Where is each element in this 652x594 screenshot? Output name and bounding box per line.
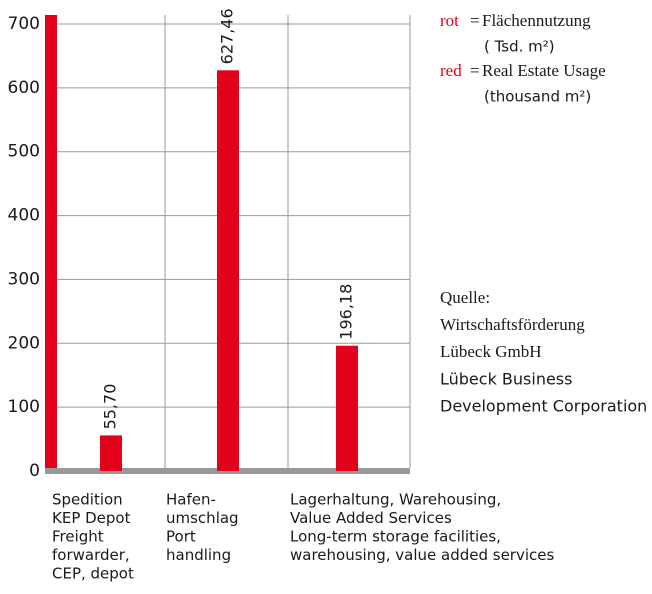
- axis-bar: [45, 15, 57, 470]
- legend-text: Real Estate Usage: [482, 61, 606, 80]
- source-text: Wirtschaftsförderung: [440, 315, 585, 334]
- value-label: 55,70: [101, 384, 120, 430]
- x-tick-label: KEP Depot: [52, 509, 131, 527]
- x-tick-label: Hafen-: [166, 491, 216, 509]
- legend-sep: =: [470, 11, 480, 30]
- source-text: Development Corporation: [440, 397, 647, 416]
- y-tick-label: 500: [8, 142, 40, 162]
- y-tick-label: 600: [8, 78, 40, 98]
- y-tick-label: 100: [8, 397, 40, 417]
- legend-text: ( Tsd. m²): [484, 38, 555, 56]
- value-label: 196,18: [337, 284, 356, 340]
- x-tick-label: Spedition: [52, 491, 123, 509]
- x-tick-label: Long-term storage facilities,: [290, 528, 501, 546]
- legend-sep: =: [470, 61, 480, 80]
- x-tick-label: umschlag: [166, 509, 239, 527]
- x-tick-label: Port: [166, 528, 196, 546]
- x-tick-label: forwarder,: [52, 546, 130, 564]
- x-tick-label: CEP, depot: [52, 565, 134, 583]
- x-tick-label: Lagerhaltung, Warehousing,: [290, 491, 501, 509]
- x-tick-label: warehousing, value added services: [290, 546, 554, 564]
- bar: [217, 70, 239, 472]
- y-tick-label: 0: [29, 461, 40, 481]
- legend-text: (thousand m²): [484, 88, 591, 106]
- legend-text: Flächennutzung: [482, 11, 591, 30]
- x-tick-label: Freight: [52, 528, 104, 546]
- legend-key: rot: [440, 11, 459, 30]
- y-tick-label: 200: [8, 333, 40, 353]
- legend-key: red: [440, 61, 462, 80]
- x-tick-label: handling: [166, 546, 231, 564]
- source-text: Lübeck Business: [440, 370, 572, 389]
- value-label: 627,46: [218, 8, 237, 64]
- y-tick-label: 300: [8, 269, 40, 289]
- source-text: Lübeck GmbH: [440, 342, 542, 361]
- bar: [336, 345, 358, 471]
- source-text: Quelle:: [440, 288, 490, 307]
- y-tick-label: 700: [8, 14, 40, 34]
- y-tick-label: 400: [8, 206, 40, 226]
- bar: [100, 435, 122, 471]
- x-tick-label: Value Added Services: [290, 509, 452, 527]
